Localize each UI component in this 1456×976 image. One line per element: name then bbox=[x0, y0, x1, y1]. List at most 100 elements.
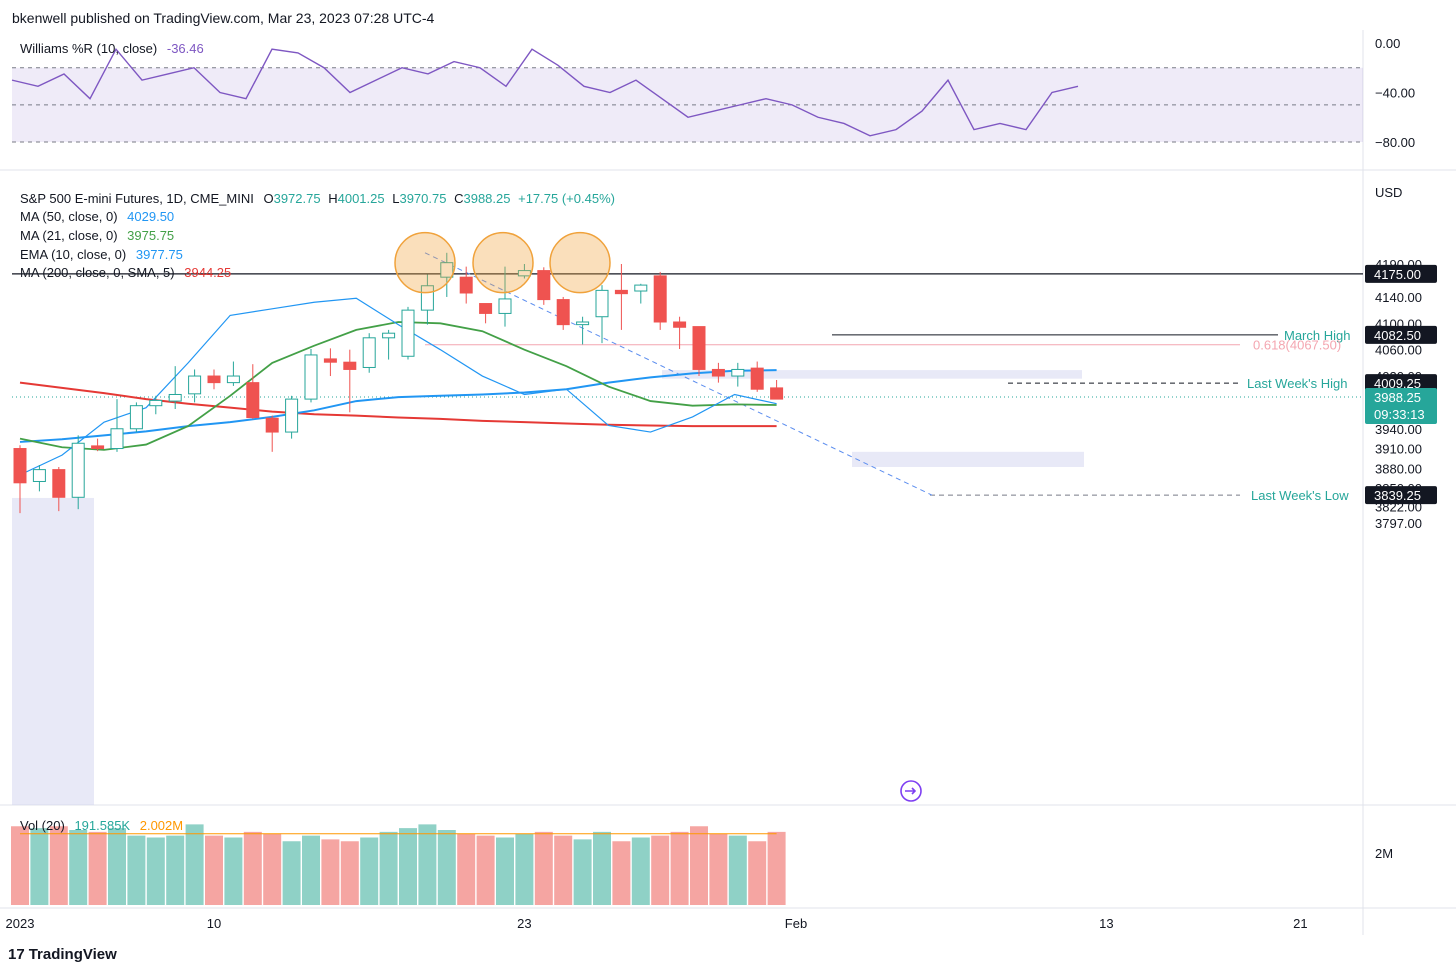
williams-tick: 0.00 bbox=[1375, 36, 1400, 51]
volume-bar-up bbox=[496, 837, 514, 905]
volume-bar-down bbox=[612, 841, 631, 905]
price-tick: 3797.00 bbox=[1375, 516, 1422, 531]
candle-down bbox=[673, 321, 687, 328]
last-price-tag-bg bbox=[1365, 387, 1437, 424]
x-tick-label: 21 bbox=[1293, 916, 1307, 931]
top-marker bbox=[394, 231, 456, 294]
volume-bar-up bbox=[127, 835, 146, 905]
volume-bar-up bbox=[282, 841, 301, 905]
volume-bar-down bbox=[554, 835, 573, 905]
last-week-low-tag-bg bbox=[1365, 486, 1437, 505]
x-tick-label: 23 bbox=[517, 916, 531, 931]
candle-down bbox=[323, 358, 337, 363]
currency-label: USD bbox=[1375, 185, 1402, 200]
ma200-line bbox=[19, 381, 777, 428]
candle-down bbox=[246, 382, 260, 419]
ma200-value: 3944.25 bbox=[184, 265, 232, 280]
level-4175-tag: 4175.00 bbox=[1374, 267, 1421, 282]
volume-bar-down bbox=[670, 831, 689, 905]
ma200-legend: MA (200, close, 0, SMA, 5) 3944.25 bbox=[20, 265, 232, 280]
symbol-title: S&P 500 E-mini Futures, 1D, CME_MINI bbox=[20, 191, 254, 206]
countdown-tag: 09:33:13 bbox=[1374, 407, 1425, 422]
tradingview-footer[interactable]: 17 TradingView bbox=[8, 946, 117, 963]
ma50-legend: MA (50, close, 0) 4029.50 bbox=[20, 209, 175, 224]
candle-down bbox=[614, 289, 628, 295]
volume-bar-up bbox=[30, 828, 49, 905]
candle-up bbox=[498, 298, 512, 314]
volume-bar-down bbox=[11, 826, 29, 905]
x-tick-label: 13 bbox=[1099, 916, 1113, 931]
volume-bar-up bbox=[108, 828, 126, 905]
price-tick: 4060.00 bbox=[1375, 343, 1422, 358]
candle-up bbox=[304, 354, 318, 400]
ema10-line bbox=[19, 297, 777, 476]
volume-bar-up bbox=[185, 824, 204, 905]
volume-bar-up bbox=[573, 839, 592, 905]
ma50-value: 4029.50 bbox=[127, 209, 175, 224]
williams-legend: Williams %R (10, close) -36.46 bbox=[20, 41, 204, 56]
volume-bar-up bbox=[728, 835, 747, 905]
volume-bar-up bbox=[515, 833, 534, 905]
x-tick-label: Feb bbox=[785, 916, 807, 931]
candle-down bbox=[479, 303, 493, 314]
candle-down bbox=[750, 367, 764, 390]
ma21-value: 3975.75 bbox=[127, 228, 175, 243]
last-week-high-tag: 4009.25 bbox=[1374, 376, 1421, 391]
candle-up bbox=[576, 321, 590, 326]
volume-legend: Vol (20) 191.585K 2.002M bbox=[20, 818, 184, 833]
support-zone bbox=[12, 497, 94, 805]
ema10-value: 3977.75 bbox=[135, 247, 183, 262]
level-4175-tag-bg bbox=[1365, 264, 1437, 283]
candle-up bbox=[168, 393, 182, 402]
candle-up bbox=[226, 375, 240, 384]
ma50-line bbox=[19, 369, 777, 443]
price-tick: 3880.00 bbox=[1375, 461, 1422, 476]
candle-down bbox=[653, 275, 667, 323]
volume-bar-down bbox=[321, 839, 340, 905]
candle-down bbox=[207, 375, 221, 384]
march-high-label: March High bbox=[1284, 328, 1350, 343]
candle-down bbox=[265, 417, 279, 433]
change-value: +17.75 (+0.45%) bbox=[518, 191, 615, 206]
volume-bar-up bbox=[418, 824, 437, 905]
candle-down bbox=[692, 326, 706, 370]
williams-label: Williams %R (10, close) bbox=[20, 41, 158, 56]
volume-bar-up bbox=[437, 830, 456, 905]
candle-down bbox=[459, 276, 473, 294]
candle-up bbox=[634, 284, 648, 292]
candle-down bbox=[91, 445, 105, 450]
top-marker bbox=[472, 231, 534, 294]
ma21-line bbox=[19, 321, 777, 451]
candle-up bbox=[440, 262, 454, 278]
volume-bar-down bbox=[49, 826, 68, 905]
x-tick-label: 2023 bbox=[6, 916, 35, 931]
williams-line bbox=[11, 47, 1079, 137]
candle-down bbox=[343, 361, 357, 370]
candle-down bbox=[52, 469, 66, 498]
volume-bar-down bbox=[263, 833, 282, 905]
last-week-high-label: Last Week's High bbox=[1247, 376, 1348, 391]
williams-tick: −40.00 bbox=[1375, 86, 1415, 101]
volume-bar-down bbox=[690, 826, 708, 905]
volume-bar-up bbox=[302, 835, 320, 905]
volume-bar-down bbox=[243, 831, 262, 905]
volume-bar-down bbox=[709, 833, 728, 905]
brand-label: TradingView bbox=[28, 946, 117, 963]
price-tick: 3940.00 bbox=[1375, 422, 1422, 437]
volume-bar-up bbox=[593, 831, 611, 905]
price-tick: 3910.00 bbox=[1375, 442, 1422, 457]
x-tick-label: 10 bbox=[207, 916, 221, 931]
event-arrow-icon bbox=[905, 787, 917, 795]
price-tick: 4140.00 bbox=[1375, 290, 1422, 305]
tradingview-logo-icon: 17 bbox=[8, 946, 25, 963]
candle-up bbox=[285, 398, 299, 433]
last-week-low-tag: 3839.25 bbox=[1374, 488, 1421, 503]
volume-bar-down bbox=[88, 831, 107, 905]
volume-bar-down bbox=[534, 831, 553, 905]
volume-bar-up bbox=[69, 830, 88, 905]
candle-up bbox=[149, 399, 163, 407]
volume-bar-up bbox=[224, 837, 243, 905]
candle-up bbox=[188, 375, 202, 395]
volume-bar-down bbox=[457, 833, 476, 905]
